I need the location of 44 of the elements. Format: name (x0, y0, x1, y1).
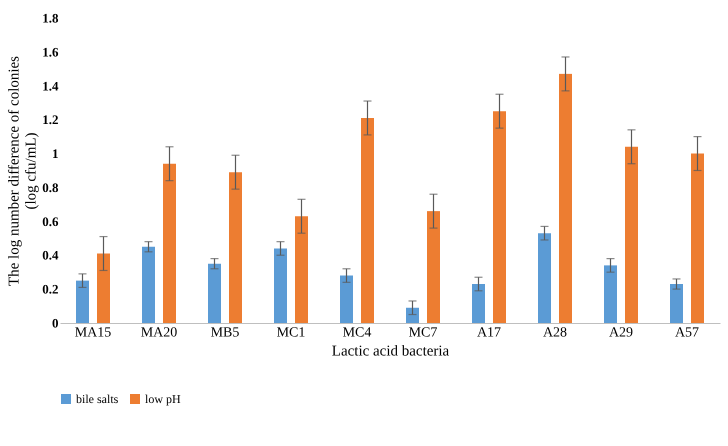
y-tick-label: 1.4 (42, 78, 59, 94)
y-tick-label: 0.6 (42, 214, 59, 229)
legend-label: bile salts (76, 392, 119, 406)
bar (625, 146, 638, 323)
bar (670, 284, 683, 323)
x-axis-title: Lactic acid bacteria (332, 344, 450, 360)
bar (406, 308, 419, 323)
bar (274, 248, 287, 323)
x-tick-label: A57 (674, 326, 700, 340)
bar (163, 164, 176, 323)
bar (361, 118, 374, 323)
y-tick-label: 1.2 (42, 112, 58, 128)
y-tick-label: 1 (52, 146, 58, 162)
bar (691, 154, 704, 323)
y-tick-label: 0.4 (42, 248, 59, 263)
y-axis-title: The log number difference of colonies (log cfu/mL) (6, 56, 40, 286)
x-tick-label: MB5 (210, 326, 240, 340)
bar (208, 264, 221, 323)
x-tick-label: MC1 (276, 326, 306, 340)
bar (142, 246, 155, 323)
x-tick-label: MC4 (342, 326, 372, 340)
x-tick-label: A17 (476, 326, 502, 340)
bar (604, 265, 617, 323)
y-tick-label: 0.8 (42, 180, 59, 195)
bar (427, 211, 440, 323)
bar (538, 233, 551, 323)
x-tick-label: MA15 (74, 326, 112, 340)
x-tick-label: A28 (542, 326, 568, 340)
y-tick-label: 0.2 (42, 282, 58, 297)
bar (97, 254, 110, 323)
bar (76, 280, 89, 323)
y-tick-label: 1.6 (42, 44, 59, 60)
bar (493, 111, 506, 323)
y-tick-label: 0 (52, 316, 58, 330)
bar (472, 284, 485, 323)
legend-label: low pH (145, 392, 181, 406)
y-tick-label: 1.8 (42, 10, 59, 26)
x-tick-label: MC7 (408, 326, 438, 340)
x-tick-label: MA20 (140, 326, 178, 340)
bar (295, 216, 308, 323)
bar (340, 276, 353, 323)
bar (559, 74, 572, 323)
x-tick-label: A29 (608, 326, 634, 340)
bar (229, 172, 242, 323)
